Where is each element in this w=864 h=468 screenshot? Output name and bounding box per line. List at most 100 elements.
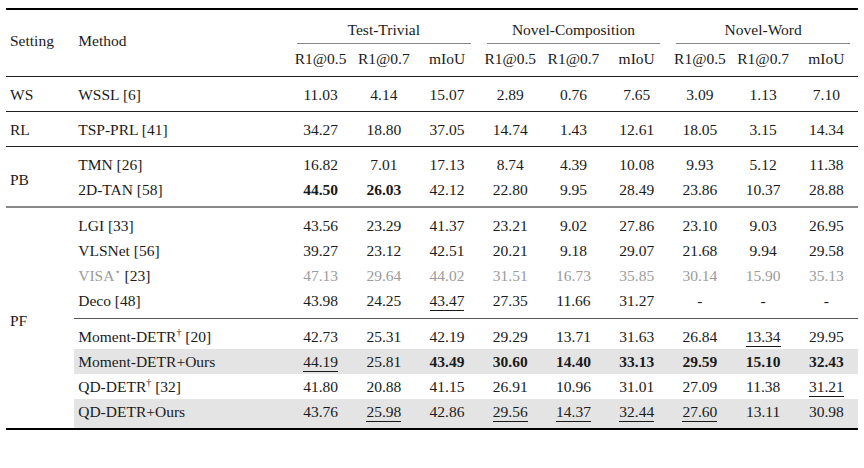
- method-name: QD-DETR: [78, 378, 146, 395]
- method-cell: TMN [26]: [74, 147, 289, 178]
- value-cell: 20.88: [352, 374, 415, 399]
- value-cell: 32.44: [605, 399, 668, 429]
- value-text: 27.35: [493, 292, 528, 309]
- value-cell: 29.56: [479, 399, 542, 429]
- value-text: 28.88: [809, 181, 844, 198]
- value-text: 7.65: [623, 86, 650, 103]
- col-group-novel-composition: Novel-Composition: [479, 9, 669, 45]
- value-text: 32.43: [809, 353, 844, 370]
- value-text: 11.66: [556, 292, 590, 309]
- value-cell: 24.25: [352, 288, 415, 319]
- setting-cell: RL: [6, 112, 74, 147]
- value-cell: 22.80: [479, 177, 542, 207]
- col-header-r1-05: R1@0.5: [668, 45, 731, 77]
- value-text: 20.88: [366, 378, 401, 395]
- value-text: 29.29: [493, 328, 528, 345]
- method-name: Deco: [78, 292, 111, 309]
- value-text: 16.82: [303, 156, 338, 173]
- value-text: 47.13: [303, 267, 338, 284]
- value-cell: 32.43: [795, 349, 858, 374]
- value-cell: 11.38: [795, 147, 858, 178]
- value-text: 2.89: [497, 86, 524, 103]
- setting-cell: PB: [6, 147, 74, 208]
- value-cell: 7.01: [352, 147, 415, 178]
- value-cell: 11.03: [289, 77, 352, 112]
- value-text: 43.76: [303, 403, 338, 420]
- value-text: 23.10: [682, 217, 717, 234]
- citation-ref: [20]: [181, 328, 211, 345]
- value-cell: -: [795, 288, 858, 319]
- value-cell: 15.90: [732, 263, 795, 288]
- value-cell: 42.86: [415, 399, 478, 429]
- value-cell: 9.02: [542, 207, 605, 238]
- value-text: 11.38: [746, 378, 780, 395]
- value-text: 28.49: [619, 181, 654, 198]
- method-cell: Moment-DETR+Ours: [74, 349, 289, 374]
- value-cell: 12.61: [605, 112, 668, 147]
- value-text: 14.74: [493, 121, 528, 138]
- value-cell: 15.10: [732, 349, 795, 374]
- value-cell: 7.10: [795, 77, 858, 112]
- value-cell: 1.13: [732, 77, 795, 112]
- col-header-method: Method: [74, 9, 289, 77]
- value-cell: 5.12: [732, 147, 795, 178]
- value-text: 43.56: [303, 217, 338, 234]
- value-cell: 35.85: [605, 263, 668, 288]
- col-group-test-trivial: Test-Trivial: [289, 9, 479, 45]
- value-text: 15.07: [430, 86, 465, 103]
- value-text: 42.19: [430, 328, 465, 345]
- value-cell: 17.13: [415, 147, 478, 178]
- value-text: 27.09: [682, 378, 717, 395]
- setting-cell: WS: [6, 77, 74, 112]
- value-cell: 34.27: [289, 112, 352, 147]
- value-text: 31.27: [619, 292, 654, 309]
- value-cell: 41.15: [415, 374, 478, 399]
- table-row: PBTMN [26]16.827.0117.138.744.3910.089.9…: [6, 147, 858, 178]
- value-text: 15.10: [746, 353, 781, 370]
- value-cell: 29.64: [352, 263, 415, 288]
- value-text: 14.37: [556, 403, 591, 422]
- value-cell: 23.86: [668, 177, 731, 207]
- value-text: 11.03: [303, 86, 337, 103]
- value-cell: 27.35: [479, 288, 542, 319]
- value-cell: 39.27: [289, 238, 352, 263]
- value-text: 4.39: [560, 156, 587, 173]
- table-row: WSWSSL [6]11.034.1415.072.890.767.653.09…: [6, 77, 858, 112]
- value-cell: 14.74: [479, 112, 542, 147]
- citation-ref: [56]: [130, 242, 160, 259]
- value-text: 3.15: [750, 121, 777, 138]
- value-cell: 20.21: [479, 238, 542, 263]
- value-cell: 31.63: [605, 319, 668, 350]
- value-text: 33.13: [619, 353, 654, 370]
- value-text: -: [697, 292, 702, 309]
- value-text: 4.14: [370, 86, 397, 103]
- value-text: 21.68: [682, 242, 717, 259]
- method-cell: 2D-TAN [58]: [74, 177, 289, 207]
- value-cell: 30.14: [668, 263, 731, 288]
- value-text: 31.21: [809, 378, 844, 397]
- value-text: 13.11: [746, 403, 780, 420]
- table-row: VLSNet [56]39.2723.1242.5120.219.1829.07…: [6, 238, 858, 263]
- value-cell: 31.21: [795, 374, 858, 399]
- value-cell: 27.60: [668, 399, 731, 429]
- value-text: 23.29: [366, 217, 401, 234]
- value-text: 43.47: [430, 292, 465, 311]
- value-cell: 13.71: [542, 319, 605, 350]
- value-text: 12.61: [619, 121, 654, 138]
- value-cell: 27.86: [605, 207, 668, 238]
- value-text: 25.98: [366, 403, 401, 422]
- citation-ref: [41]: [138, 121, 168, 138]
- table-body: WSWSSL [6]11.034.1415.072.890.767.653.09…: [6, 77, 858, 430]
- value-cell: 11.66: [542, 288, 605, 319]
- citation-ref: [58]: [133, 181, 163, 198]
- col-header-miou: mIoU: [415, 45, 478, 77]
- method-cell: VISA⋆ [23]: [74, 263, 289, 288]
- col-header-miou: mIoU: [605, 45, 668, 77]
- value-cell: 42.12: [415, 177, 478, 207]
- value-text: 9.94: [750, 242, 777, 259]
- value-text: 27.60: [682, 403, 717, 422]
- value-text: 15.90: [746, 267, 781, 284]
- value-cell: 3.15: [732, 112, 795, 147]
- value-text: 35.13: [809, 267, 844, 284]
- header-row-groups: Setting Method Test-Trivial Novel-Compos…: [6, 9, 858, 45]
